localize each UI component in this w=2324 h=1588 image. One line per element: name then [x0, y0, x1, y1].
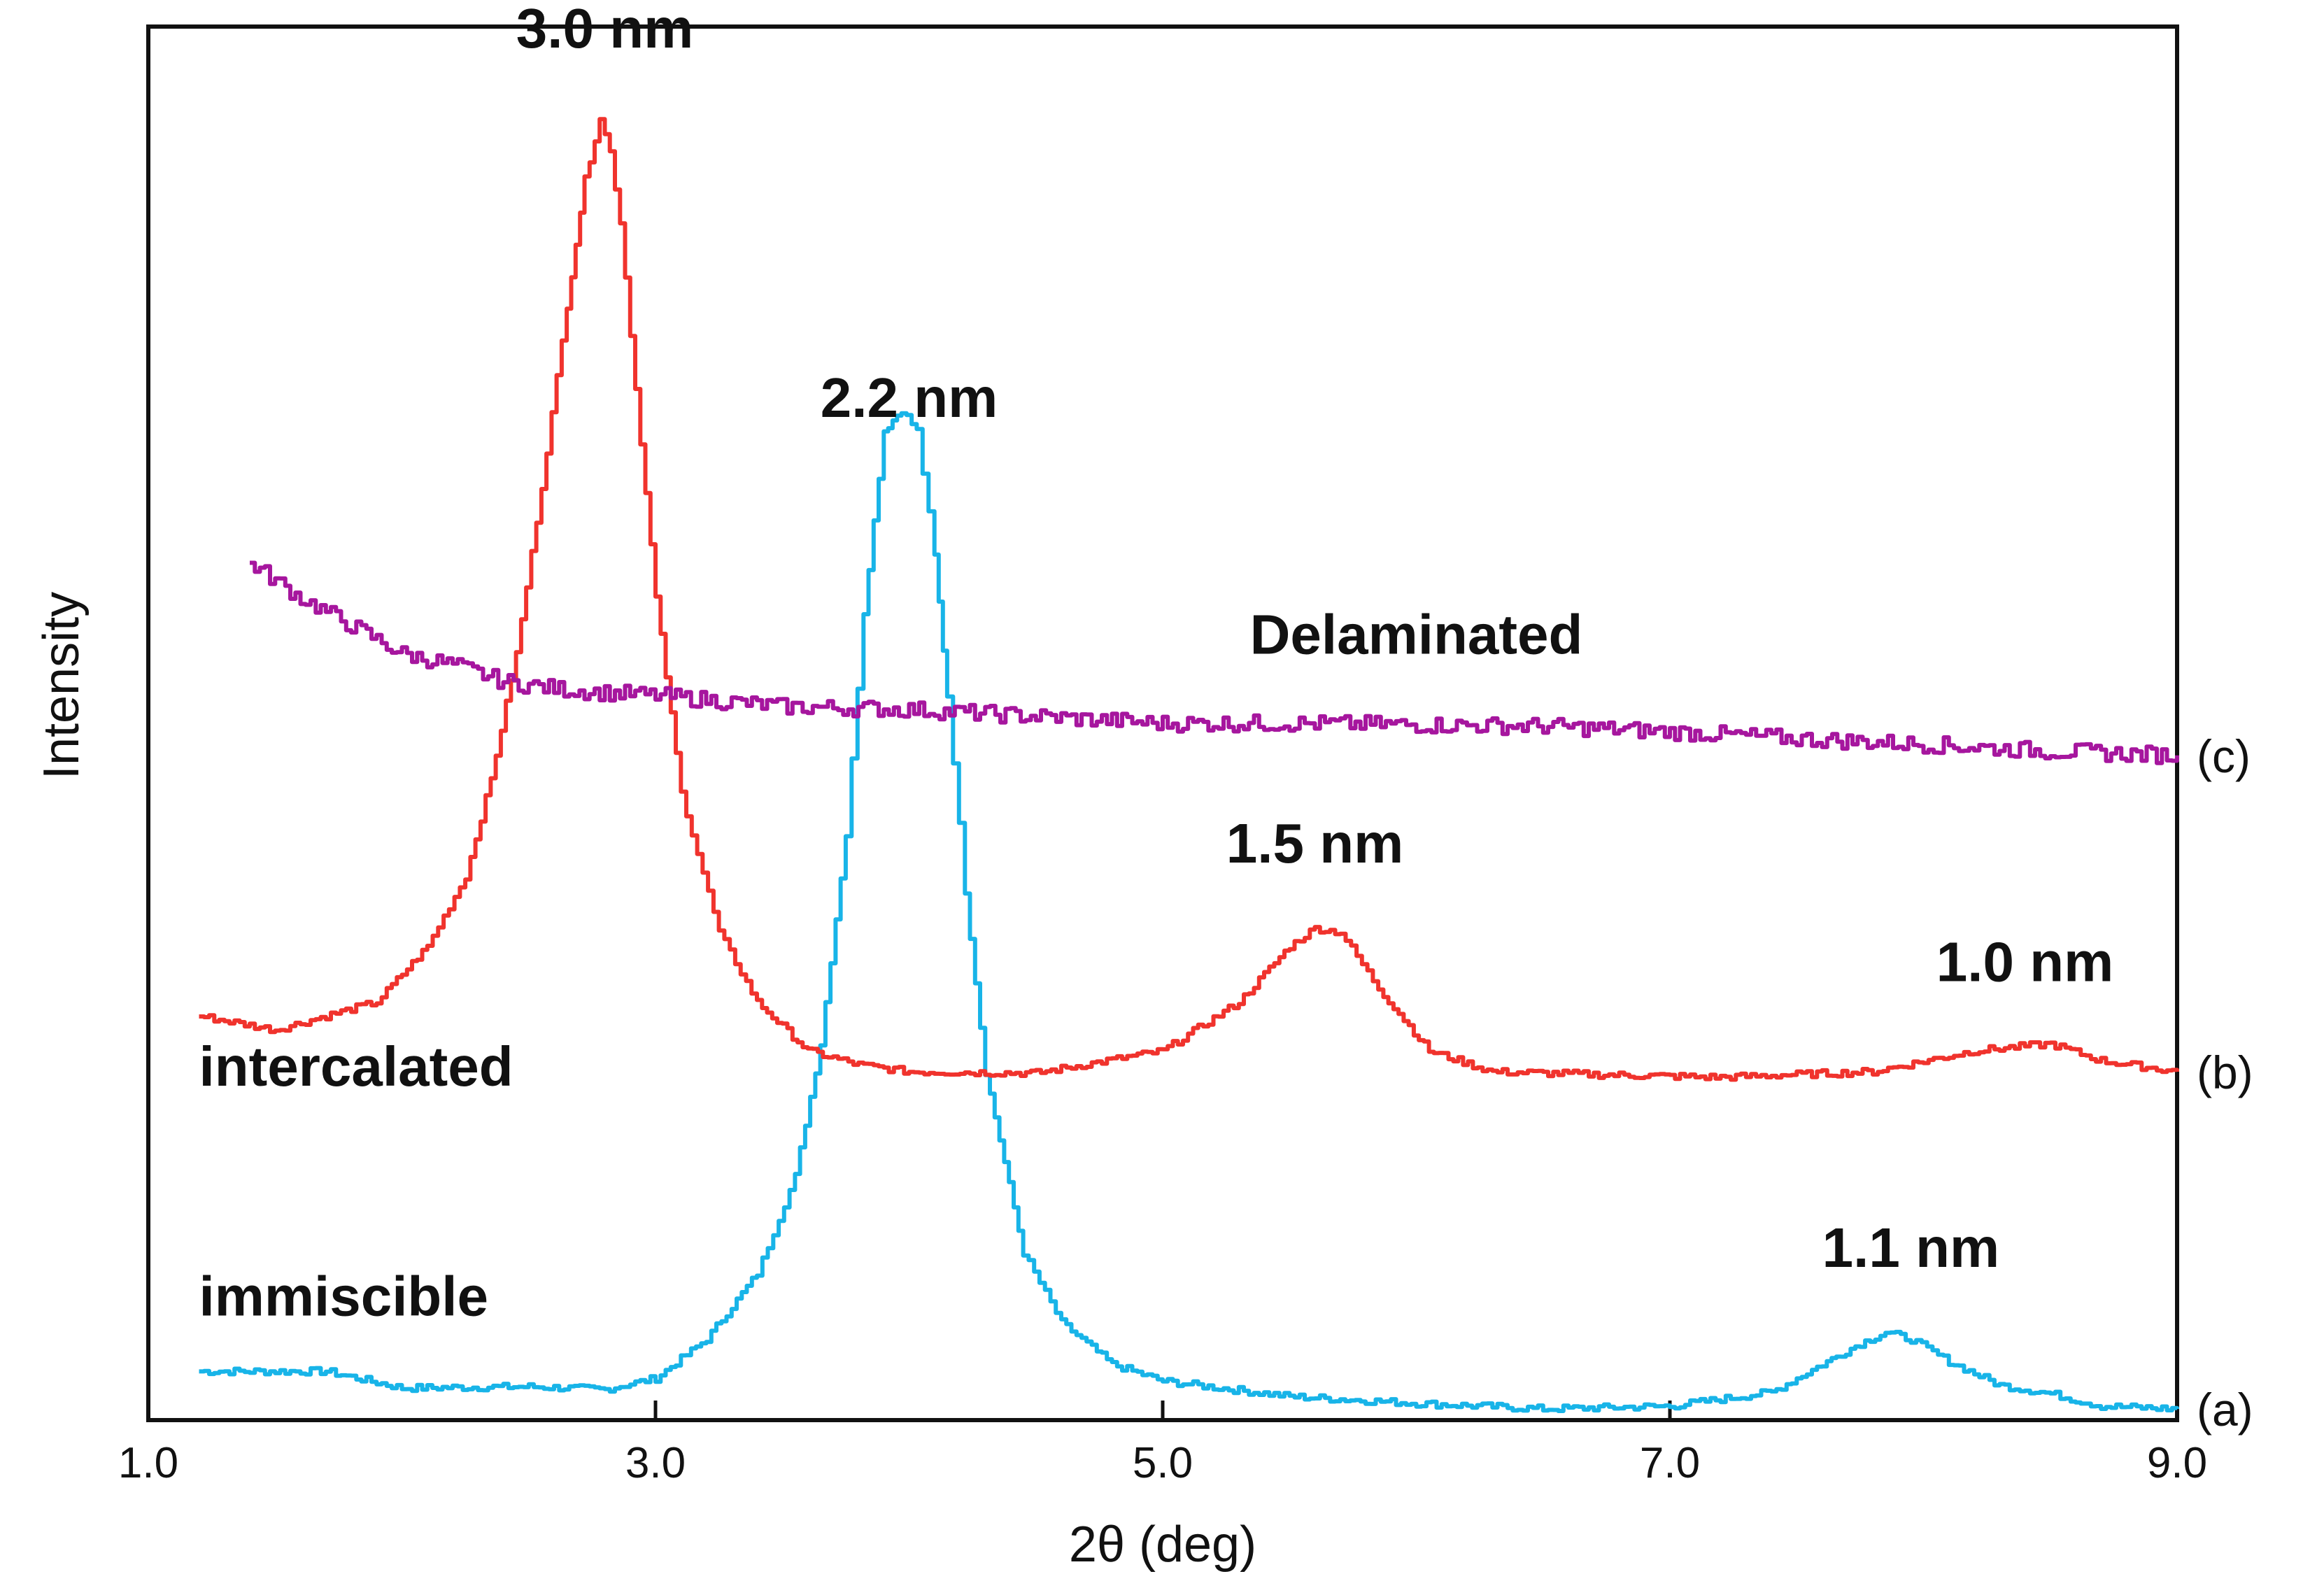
x-tick-label-1: 3.0 [625, 1439, 686, 1487]
annotation-0: 3.0 nm [516, 0, 693, 59]
x-tick-label-3: 7.0 [1640, 1439, 1700, 1487]
peak-annotations: 3.0 nm 2.2 nm 1.5 nm 1.0 nm 1.1 nm Delaminate… [199, 0, 2114, 1328]
series-tag-intercalated: (b) [2197, 1047, 2253, 1098]
y-axis-title: Intensity [34, 592, 90, 779]
series-intercalated-line [199, 117, 2179, 1082]
annotation-3: 1.0 nm [1936, 931, 2113, 993]
x-tick-label-4: 9.0 [2147, 1439, 2207, 1487]
annotation-6: intercalated [199, 1035, 513, 1098]
series-delaminated-line [250, 560, 2179, 765]
x-axis-title: 2θ (deg) [1069, 1517, 1256, 1573]
annotation-5: Delaminated [1250, 603, 1583, 665]
annotation-1: 2.2 nm [821, 367, 998, 429]
annotation-4: 1.1 nm [1822, 1217, 1999, 1279]
x-axis-ticks [146, 1401, 2179, 1420]
series-traces [199, 117, 2179, 1413]
series-immiscible-line [199, 411, 2179, 1413]
series-tags: (a) (b) (c) [2197, 730, 2253, 1435]
x-tick-label-0: 1.0 [118, 1439, 178, 1487]
x-tick-label-2: 5.0 [1133, 1439, 1193, 1487]
annotation-7: immiscible [199, 1266, 489, 1328]
series-tag-delaminated: (c) [2197, 730, 2251, 782]
series-tag-immiscible: (a) [2197, 1384, 2253, 1435]
annotation-2: 1.5 nm [1226, 812, 1403, 874]
x-axis-tick-labels: 1.0 3.0 5.0 7.0 9.0 [118, 1439, 2207, 1487]
